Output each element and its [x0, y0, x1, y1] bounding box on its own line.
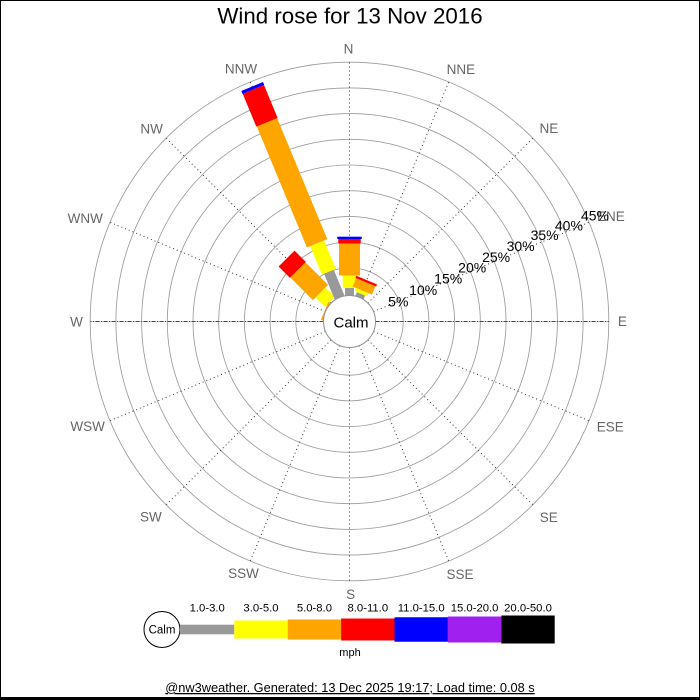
svg-text:NE: NE [540, 121, 559, 136]
svg-text:15%: 15% [434, 271, 462, 287]
svg-text:Calm: Calm [333, 315, 368, 332]
svg-text:NNE: NNE [447, 62, 476, 77]
svg-text:11.0-15.0: 11.0-15.0 [398, 603, 445, 615]
svg-text:8.0-11.0: 8.0-11.0 [347, 603, 388, 615]
svg-text:20%: 20% [458, 260, 486, 276]
svg-text:3.0-5.0: 3.0-5.0 [243, 603, 278, 615]
svg-text:5%: 5% [388, 293, 408, 309]
svg-text:W: W [70, 315, 83, 330]
svg-text:SSE: SSE [446, 567, 473, 582]
svg-text:SSW: SSW [228, 566, 259, 581]
svg-text:N: N [344, 41, 354, 56]
svg-text:NNW: NNW [225, 61, 257, 76]
svg-text:S: S [346, 587, 355, 602]
svg-text:@nw3weather. Generated: 13 Dec: @nw3weather. Generated: 13 Dec 2025 19:1… [165, 680, 534, 695]
svg-text:40%: 40% [555, 218, 583, 234]
svg-text:ENE: ENE [597, 209, 625, 224]
svg-text:5.0-8.0: 5.0-8.0 [297, 603, 332, 615]
svg-text:45%: 45% [581, 208, 609, 224]
svg-text:NW: NW [140, 121, 163, 136]
svg-text:20.0-50.0: 20.0-50.0 [504, 603, 552, 615]
svg-text:15.0-20.0: 15.0-20.0 [451, 603, 499, 615]
svg-text:25%: 25% [482, 249, 510, 265]
svg-text:WSW: WSW [70, 419, 105, 434]
svg-text:10%: 10% [409, 282, 437, 298]
svg-text:1.0-3.0: 1.0-3.0 [190, 603, 225, 615]
svg-text:SE: SE [540, 510, 558, 525]
svg-text:SW: SW [140, 509, 162, 524]
svg-text:30%: 30% [507, 238, 535, 254]
svg-text:Wind rose for 13 Nov 2016: Wind rose for 13 Nov 2016 [217, 4, 482, 29]
svg-text:mph: mph [339, 647, 360, 659]
svg-text:Calm: Calm [149, 625, 176, 637]
svg-text:E: E [618, 314, 627, 329]
svg-text:35%: 35% [531, 227, 559, 243]
svg-text:ESE: ESE [597, 420, 624, 435]
svg-text:WNW: WNW [68, 211, 103, 226]
